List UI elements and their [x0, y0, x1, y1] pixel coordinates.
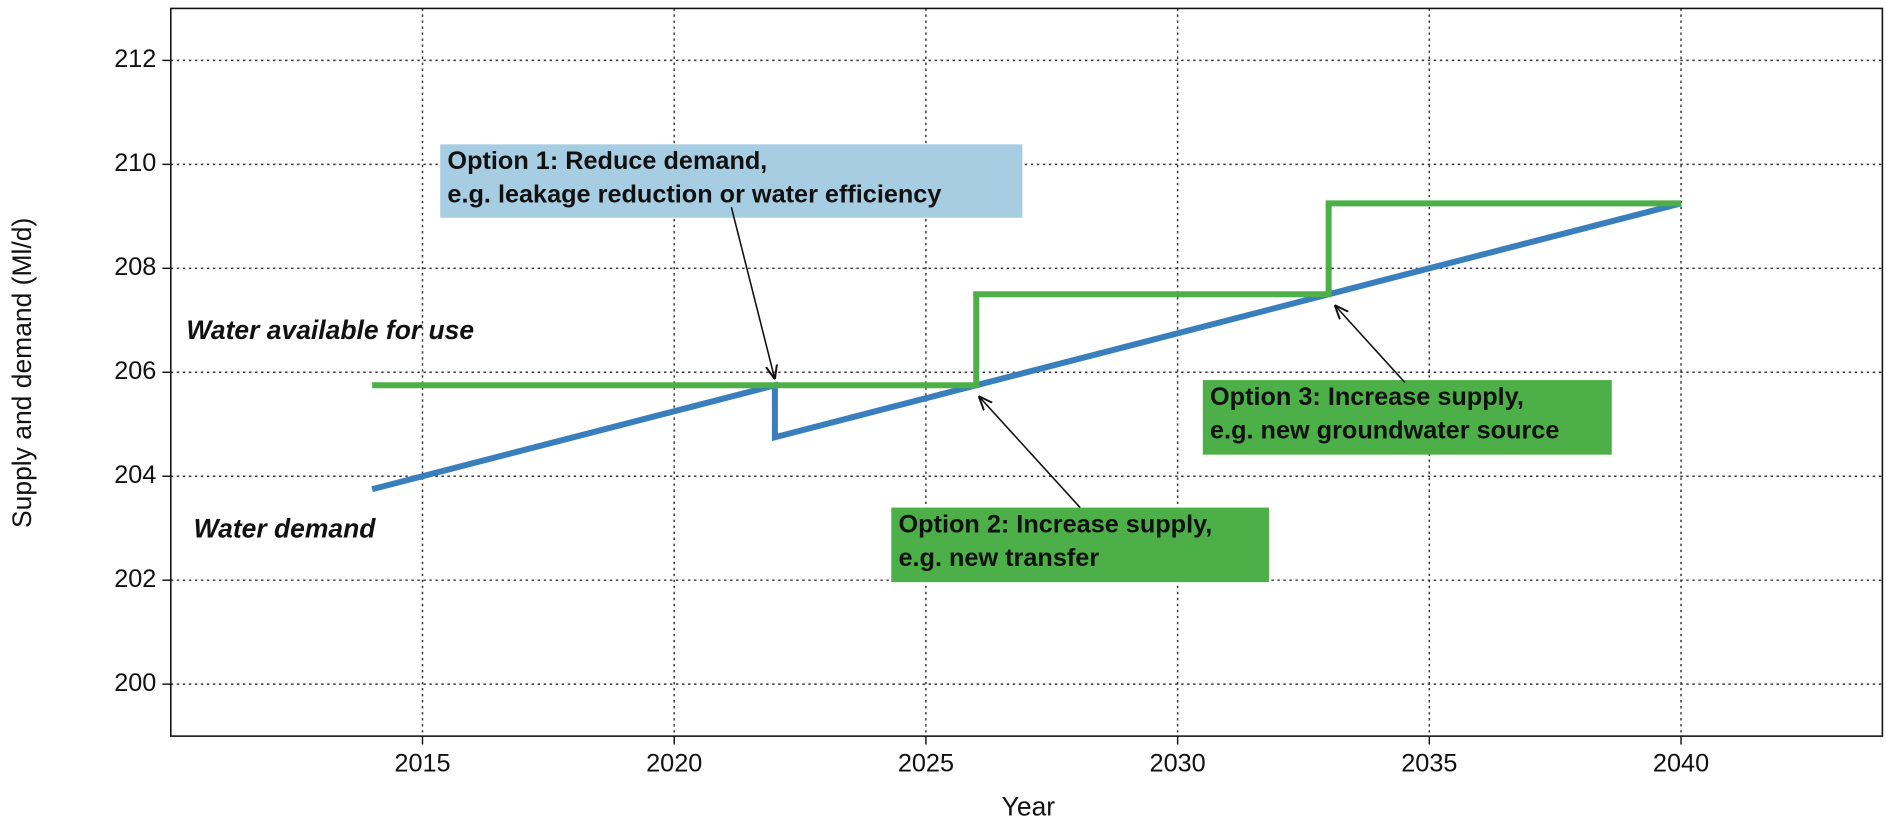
annotation-text: e.g. new groundwater source	[1210, 416, 1559, 444]
x-tick-label: 2020	[646, 750, 702, 778]
y-tick-label: 202	[114, 565, 156, 593]
annotation-text: e.g. new transfer	[898, 544, 1099, 572]
annotation-text: Option 3: Increase supply,	[1210, 383, 1524, 411]
series-label: Water demand	[194, 513, 377, 543]
lines	[371, 200, 1682, 493]
y-tick-label: 200	[114, 669, 156, 697]
data-line	[371, 200, 1682, 493]
x-tick-label: 2015	[394, 750, 450, 778]
y-tick-label: 204	[114, 461, 156, 489]
x-tick-label: 2025	[898, 750, 954, 778]
y-tick-label: 206	[114, 357, 156, 385]
y-tick-label: 212	[114, 45, 156, 73]
annotation-text: Option 2: Increase supply,	[898, 510, 1212, 538]
plot-frame	[170, 7, 1884, 737]
data-line	[372, 200, 1682, 389]
y-axis-label: Supply and demand (Ml/d)	[7, 218, 37, 528]
x-tick-label: 2035	[1401, 750, 1457, 778]
annotation-text: Option 1: Reduce demand,	[447, 147, 767, 175]
annotation-text: e.g. leakage reduction or water efficien…	[447, 181, 941, 209]
annotation-arrow	[730, 206, 775, 379]
x-tick-label: 2040	[1653, 750, 1709, 778]
annotations: Option 1: Reduce demand, e.g. leakage red…	[440, 144, 1612, 583]
annotation-arrow	[979, 396, 1081, 509]
y-tick-label: 210	[114, 149, 156, 177]
annotation-box	[891, 507, 1269, 583]
x-axis-label: Year	[1002, 791, 1056, 821]
annotation-box	[440, 144, 1023, 218]
series-label: Water available for use	[186, 315, 474, 345]
x-tick-label: 2030	[1150, 750, 1206, 778]
y-tick-label: 208	[114, 253, 156, 281]
annotation-box	[1202, 380, 1612, 455]
grid	[162, 8, 1883, 745]
annotation-arrow	[1335, 305, 1406, 384]
